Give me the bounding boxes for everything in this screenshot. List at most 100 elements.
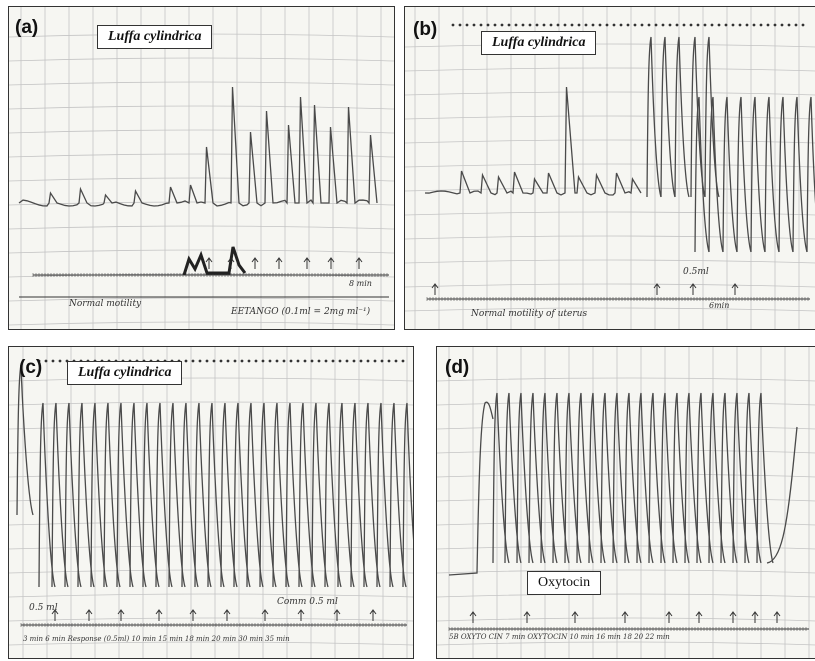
contraction-trace — [660, 392, 678, 564]
contraction-trace — [720, 392, 738, 564]
contraction-trace — [750, 96, 766, 253]
time-dot — [303, 359, 307, 363]
grid-line — [437, 593, 815, 598]
contraction-trace — [246, 402, 264, 588]
grid-line — [9, 521, 413, 526]
panel-c-label: (c) — [19, 357, 43, 378]
time-dot — [703, 23, 707, 27]
contraction-trace — [756, 392, 774, 564]
time-dot — [58, 359, 62, 363]
marker-arrow — [261, 609, 269, 621]
contraction-trace — [722, 96, 738, 253]
contraction-trace — [660, 36, 676, 198]
grid-line — [9, 617, 413, 622]
time-dot — [619, 23, 623, 27]
time-dot — [401, 359, 405, 363]
marker-arrow — [773, 611, 781, 623]
marker-arrow — [571, 611, 579, 623]
contraction-trace — [38, 402, 56, 588]
panel-d-time-label: 5B OXYTO CIN 7 min OXYTOCIN 10 min 16 mi… — [449, 633, 670, 641]
time-dot — [521, 23, 525, 27]
grid-line — [9, 425, 413, 430]
contraction-trace — [168, 402, 186, 588]
contraction-trace — [363, 402, 381, 588]
time-dot — [584, 23, 588, 27]
grid-line — [405, 259, 815, 264]
marker-arrow — [731, 283, 739, 295]
time-dot — [752, 23, 756, 27]
marker-arrow — [523, 611, 531, 623]
time-dot — [451, 23, 455, 27]
marker-arrow — [729, 611, 737, 623]
time-dot — [640, 23, 644, 27]
time-dot — [394, 359, 398, 363]
time-dot — [647, 23, 651, 27]
grid-line — [405, 307, 815, 312]
contraction-trace — [298, 402, 316, 588]
contraction-trace — [285, 402, 303, 588]
grid-line — [9, 321, 394, 326]
panel-c-time-label: 3 min 6 min Response (0.5ml) 10 min 15 m… — [23, 635, 290, 643]
grid-line — [437, 401, 815, 406]
time-dot — [268, 359, 272, 363]
time-dot — [682, 23, 686, 27]
time-dot — [724, 23, 728, 27]
time-dot — [668, 23, 672, 27]
grid-line — [437, 569, 815, 574]
panel-a-label: (a) — [15, 17, 39, 38]
grid-line — [437, 617, 815, 622]
grid-line — [9, 57, 394, 62]
time-dot — [37, 359, 41, 363]
grid-line — [437, 377, 815, 382]
time-dot — [493, 23, 497, 27]
marker-arrow — [51, 609, 59, 621]
time-dot — [738, 23, 742, 27]
contraction-trace — [18, 86, 378, 207]
grid-line — [405, 91, 815, 96]
marker-arrow — [355, 257, 363, 269]
time-dot — [345, 359, 349, 363]
grid-line — [9, 297, 394, 302]
time-dot — [282, 359, 286, 363]
time-dot — [191, 359, 195, 363]
time-dot — [310, 359, 314, 363]
contraction-trace — [564, 392, 582, 564]
marker-arrow — [469, 611, 477, 623]
contraction-trace — [376, 402, 394, 588]
time-dot — [794, 23, 798, 27]
time-dot — [605, 23, 609, 27]
marker-arrow — [251, 257, 259, 269]
marker-arrow — [85, 609, 93, 621]
time-dot — [787, 23, 791, 27]
time-dot — [556, 23, 560, 27]
contraction-trace — [744, 392, 762, 564]
contraction-trace — [672, 392, 690, 564]
grid-line — [9, 81, 394, 86]
time-dot — [696, 23, 700, 27]
time-dot — [486, 23, 490, 27]
panel-a-time-label: 8 min — [349, 279, 372, 288]
time-dot — [612, 23, 616, 27]
marker-arrow — [155, 609, 163, 621]
panel-a-note-left: Normal motility — [69, 299, 142, 309]
time-dot — [275, 359, 279, 363]
grid-line — [405, 67, 815, 72]
grid-line — [9, 249, 394, 254]
grid-line — [405, 43, 815, 48]
panel-c-species-label: Luffa cylindrica — [67, 361, 183, 385]
time-dot — [289, 359, 293, 363]
contraction-trace — [624, 392, 642, 564]
panel-b-chart — [405, 7, 815, 329]
time-dot — [654, 23, 658, 27]
contraction-trace — [389, 402, 407, 588]
time-dot — [570, 23, 574, 27]
grid-line — [9, 569, 413, 574]
time-dot — [661, 23, 665, 27]
contraction-trace — [492, 392, 510, 564]
contraction-trace — [684, 392, 702, 564]
grid-line — [9, 129, 394, 134]
marker-arrow — [689, 283, 697, 295]
contraction-trace — [51, 402, 69, 588]
panel-b-label: (b) — [413, 19, 438, 40]
panel-d-drug-label: Oxytocin — [527, 571, 602, 595]
